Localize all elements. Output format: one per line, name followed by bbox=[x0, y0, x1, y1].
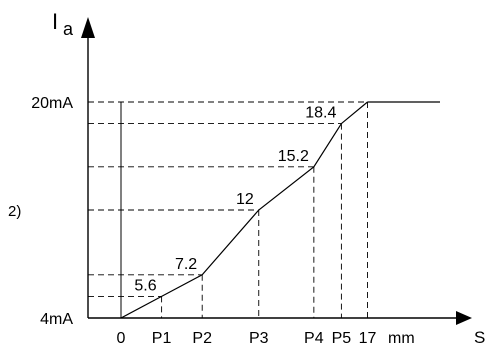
curve-line bbox=[120, 101, 368, 319]
y-axis-label-main: I bbox=[52, 9, 58, 34]
side-label: 2) bbox=[8, 203, 21, 220]
axes bbox=[81, 17, 472, 325]
x-tick-label-1: P1 bbox=[152, 330, 172, 347]
y-axis-arrow-icon bbox=[81, 17, 95, 38]
x-tick-label-2: P2 bbox=[192, 330, 212, 347]
x-tick-label-3: P3 bbox=[249, 330, 269, 347]
point-label-1: 5.6 bbox=[134, 277, 156, 294]
point-label-2: 7.2 bbox=[175, 256, 197, 273]
x-tick-label-6: 17 bbox=[359, 330, 377, 347]
x-axis-arrow-icon bbox=[456, 311, 472, 325]
y-tick-label-0: 4mA bbox=[40, 311, 73, 328]
x-tick-label-0: 0 bbox=[117, 330, 126, 347]
x-unit-label: mm bbox=[388, 330, 415, 347]
y-tick-label-1: 20mA bbox=[31, 95, 73, 112]
x-axis-label: S bbox=[474, 328, 485, 347]
point-label-3: 12 bbox=[236, 191, 254, 208]
characteristic-curve bbox=[120, 101, 440, 319]
chart-labels: I a S mm 2) 5.6 7.2 12 15.2 18.4 0 P1 P2 P3 P4 P5 1… bbox=[8, 9, 485, 347]
x-tick-label-4: P4 bbox=[304, 330, 324, 347]
dashed-guide-lines bbox=[88, 101, 368, 318]
point-label-4: 15.2 bbox=[278, 148, 309, 165]
x-tick-label-5: P5 bbox=[332, 330, 352, 347]
y-axis-label-sub: a bbox=[63, 19, 74, 39]
point-label-5: 18.4 bbox=[305, 105, 336, 122]
y-axis-label: I bbox=[52, 9, 58, 34]
